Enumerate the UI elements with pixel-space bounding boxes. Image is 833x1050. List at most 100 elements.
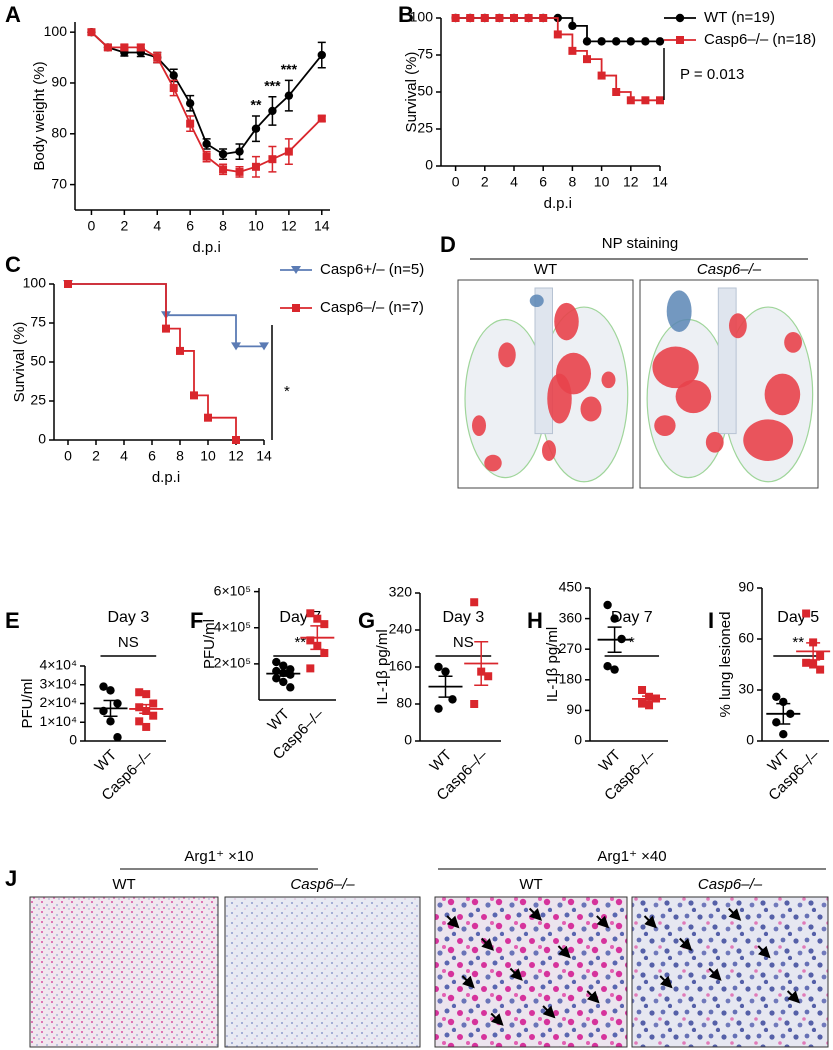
- error-bar: [806, 642, 821, 661]
- panel-label: G: [358, 608, 375, 633]
- histology-image: [631, 896, 829, 1048]
- group-title: Arg1⁺ ×40: [597, 848, 666, 865]
- marker: [218, 149, 228, 159]
- marker: [772, 718, 781, 727]
- y-tick-label: 270: [559, 640, 583, 656]
- marker: [779, 730, 788, 739]
- marker: [434, 662, 443, 672]
- marker: [251, 162, 260, 171]
- marker: [142, 722, 151, 731]
- marker: [185, 99, 195, 108]
- marker: [772, 692, 781, 701]
- column-label: Casp6–/–: [698, 876, 763, 893]
- lesion: [542, 440, 556, 461]
- marker: [186, 119, 195, 128]
- marker: [610, 614, 619, 623]
- error-bar: [139, 703, 154, 714]
- significance: ***: [264, 77, 281, 93]
- marker: [103, 43, 112, 52]
- marker: [204, 413, 212, 422]
- marker: [451, 14, 460, 22]
- x-tick-label: 12: [228, 448, 244, 464]
- marker: [259, 342, 269, 351]
- group-title: Arg1⁺ ×10: [184, 848, 253, 865]
- y-tick-label: 0: [404, 732, 412, 748]
- marker: [113, 733, 122, 742]
- x-tick-label: 2: [92, 448, 100, 464]
- x-tick-label: WT: [596, 747, 625, 776]
- marker: [169, 84, 178, 93]
- y-tick-label: 25: [30, 392, 46, 408]
- marker: [603, 600, 612, 610]
- panel-label: C: [5, 252, 21, 277]
- marker: [202, 152, 211, 161]
- arrow: [757, 945, 771, 959]
- lesion: [729, 313, 747, 339]
- y-axis-label: PFU/ml: [201, 619, 218, 669]
- panel-title: Day 3: [442, 609, 484, 626]
- lesion: [547, 373, 572, 424]
- y-tick-label: 30: [738, 681, 754, 697]
- y-tick-label: 2×10⁵: [214, 655, 251, 671]
- marker: [583, 55, 591, 64]
- y-tick-label: 180: [559, 671, 583, 687]
- y-axis-label: Survival (%): [403, 52, 420, 133]
- y-axis-label: Body weight (%): [31, 61, 48, 170]
- marker: [135, 717, 144, 726]
- marker: [612, 88, 621, 96]
- marker: [286, 683, 295, 692]
- lesion: [484, 454, 502, 472]
- significance: ***: [281, 61, 298, 77]
- marker: [149, 711, 158, 720]
- histology-image: [434, 896, 628, 1048]
- panel-label: H: [527, 608, 543, 633]
- x-tick-label: 8: [176, 448, 184, 464]
- marker: [169, 71, 178, 80]
- x-tick-label: 6: [186, 218, 194, 234]
- marker: [568, 46, 577, 55]
- x-tick-label: 10: [248, 218, 264, 234]
- y-axis-label: % lung lesioned: [717, 612, 734, 718]
- y-tick-label: 75: [417, 46, 433, 62]
- panel-title: Day 7: [611, 609, 653, 626]
- legend-marker: [675, 13, 685, 23]
- arrow: [446, 915, 460, 929]
- marker: [235, 147, 244, 156]
- marker: [284, 91, 294, 100]
- significance: **: [251, 97, 262, 113]
- y-tick-label: 360: [559, 609, 583, 625]
- significance: *: [629, 634, 635, 651]
- arrow: [659, 975, 673, 989]
- marker: [610, 665, 619, 674]
- lesion: [580, 396, 602, 422]
- y-tick-label: 6×10⁵: [214, 582, 251, 598]
- y-tick-label: 75: [30, 314, 46, 330]
- y-tick-label: 3×10⁴: [39, 675, 77, 691]
- lesion: [554, 302, 579, 341]
- lesion: [654, 415, 676, 436]
- y-tick-label: 1×10⁴: [39, 713, 77, 729]
- x-tick-label: 0: [64, 448, 72, 464]
- x-tick-label: 10: [594, 174, 610, 190]
- marker: [638, 699, 647, 708]
- marker: [284, 147, 293, 156]
- y-tick-label: 0: [69, 732, 77, 748]
- marker: [320, 649, 329, 658]
- lesion: [652, 346, 699, 389]
- marker: [235, 167, 244, 176]
- panel-title: NP staining: [602, 235, 678, 252]
- x-tick-label: 0: [88, 218, 96, 234]
- lesion: [675, 379, 712, 414]
- y-tick-label: 450: [559, 579, 583, 595]
- x-tick-label: 8: [569, 174, 577, 190]
- significance: NS: [453, 634, 474, 651]
- legend-label: Casp6+/– (n=5): [320, 261, 424, 278]
- x-tick-label: WT: [92, 747, 121, 776]
- legend-marker: [676, 36, 684, 44]
- arrow: [586, 990, 600, 1004]
- marker: [231, 342, 241, 351]
- marker: [802, 609, 811, 618]
- x-tick-label: 14: [314, 218, 330, 234]
- marker: [470, 598, 479, 607]
- marker: [645, 701, 654, 710]
